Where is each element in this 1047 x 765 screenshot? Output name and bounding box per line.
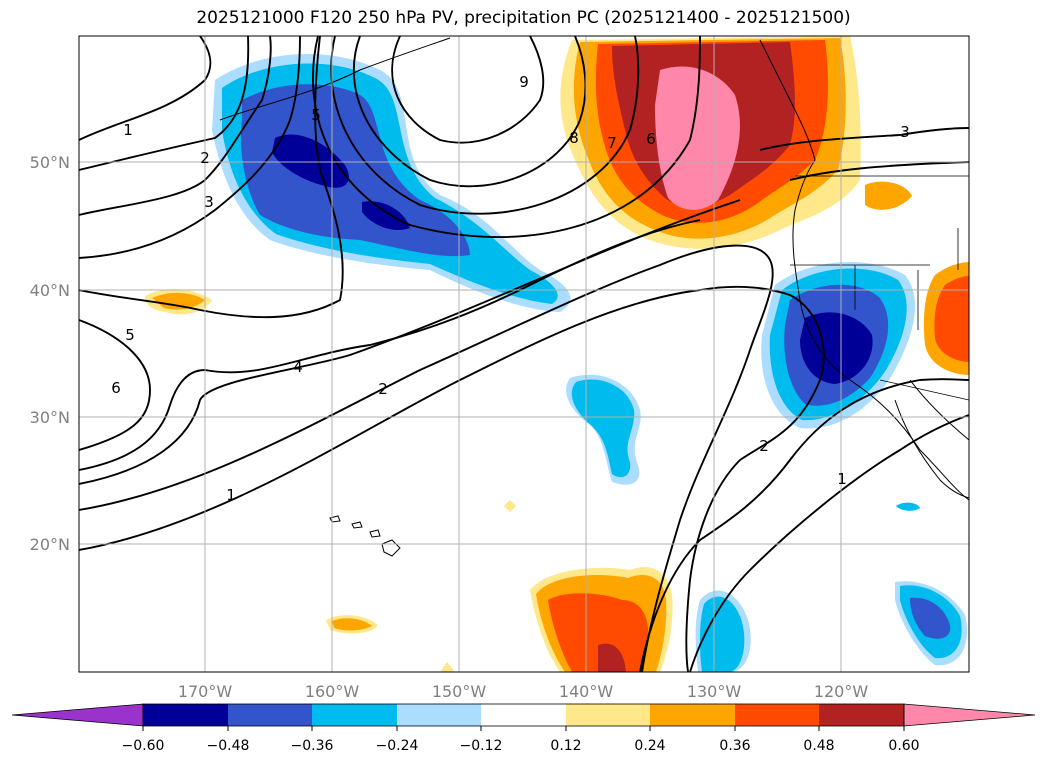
- lon-label-140w: 140°W: [559, 682, 614, 701]
- pv-contours: [79, 36, 969, 672]
- pv-contour-line-inner2: [79, 244, 774, 672]
- colorbar-label-10: 0.60: [888, 738, 919, 754]
- colorbar-extend-low: [11, 703, 144, 727]
- pv-contour-line-6: [79, 319, 151, 451]
- colorbar-segment-9: [819, 704, 904, 726]
- colorbar-label-8: 0.36: [719, 738, 750, 754]
- contour-label-1: 1: [123, 121, 133, 139]
- political-borders: [790, 175, 969, 401]
- neg-region-nw-core: [272, 134, 349, 188]
- pv-contour-line-south1: [689, 414, 969, 672]
- colorbar-segment-5: [481, 704, 566, 726]
- pv-contour-line-ridge9: [391, 36, 545, 144]
- neg-region-small: [896, 502, 920, 511]
- gridlines: [79, 36, 969, 672]
- pv-contour-line-north-e2: [789, 161, 969, 181]
- neg-region-se-inner: [910, 597, 951, 639]
- contour-label-6: 6: [111, 379, 121, 397]
- colorbar-segment-3: [312, 704, 397, 726]
- hawaii-kauai: [329, 515, 341, 523]
- precip-fills: [145, 36, 969, 672]
- contour-label-5: 5: [125, 326, 135, 344]
- hawaii-big-island: [381, 539, 401, 557]
- pv-contour-line-outer4: [79, 199, 741, 485]
- contour-label-5b: 5: [311, 106, 321, 124]
- pos-region-ne-l5: [655, 66, 740, 210]
- contour-label-3: 3: [204, 193, 214, 211]
- colorbar-segment-1: [143, 704, 228, 726]
- pos-region-west-small-core: [152, 292, 205, 310]
- colorbar-label-6: 0.12: [550, 738, 581, 754]
- pos-region-south-l3: [548, 593, 649, 672]
- contour-label-1b: 1: [226, 486, 236, 504]
- neg-region-south: [699, 596, 745, 672]
- colorbar-label-2: −0.48: [207, 738, 250, 754]
- colorbar: −0.60 −0.48 −0.36 −0.24 −0.12 0.12 0.24 …: [11, 703, 1036, 754]
- lat-label-20n: 20°N: [30, 535, 70, 554]
- pos-region-hawaii-small-core: [332, 618, 372, 631]
- chart-title: 2025121000 F120 250 hPa PV, precipitatio…: [196, 8, 851, 28]
- colorbar-segment-6: [566, 704, 650, 726]
- contour-label-2c: 2: [759, 437, 769, 455]
- contour-label-2: 2: [200, 149, 210, 167]
- contour-label-6b: 6: [646, 130, 656, 148]
- lon-label-130w: 130°W: [687, 682, 742, 701]
- colorbar-label-4: −0.24: [376, 738, 419, 754]
- contour-label-8: 8: [569, 129, 579, 147]
- pos-region-bottom-small: [440, 662, 455, 672]
- colorbar-label-3: −0.36: [291, 738, 334, 754]
- lon-label-120w: 120°W: [814, 682, 869, 701]
- lat-label-40n: 40°N: [30, 281, 70, 300]
- hawaii-oahu: [351, 521, 363, 529]
- pos-region-east-small: [865, 181, 912, 210]
- coast-baja: [894, 399, 969, 499]
- colorbar-label-7: 0.24: [634, 738, 665, 754]
- pos-region-south-core: [598, 643, 626, 672]
- neg-region-nw-inner: [240, 84, 470, 257]
- pos-region-dot: [504, 500, 516, 512]
- pv-contour-line-5: [79, 36, 344, 319]
- pv-contour-line-north-e: [759, 127, 969, 151]
- lat-label-50n: 50°N: [30, 153, 70, 172]
- contour-label-4: 4: [293, 358, 303, 376]
- contour-label-3b: 3: [900, 123, 910, 141]
- colorbar-segment-2: [228, 704, 312, 726]
- colorbar-label-1: −0.60: [122, 738, 165, 754]
- pv-contour-line-2: [79, 36, 250, 171]
- map-border: [78, 35, 970, 673]
- contour-label-7: 7: [607, 134, 617, 152]
- pv-contour-line-ridge7: [330, 36, 640, 215]
- pv-contour-line-4: [79, 36, 301, 259]
- hawaii-maui: [369, 529, 381, 538]
- colorbar-segment-7: [650, 704, 735, 726]
- colorbar-extend-high: [903, 703, 1036, 727]
- colorbar-segment-4: [397, 704, 481, 726]
- pv-contour-line-ridge8: [352, 36, 587, 188]
- contour-labels: 1 2 3 4 5 6 7 8 9 5 1 2 3 2 1 6: [111, 73, 910, 504]
- lon-label-170w: 170°W: [178, 682, 233, 701]
- colorbar-label-9: 0.48: [803, 738, 834, 754]
- contour-label-9: 9: [519, 73, 529, 91]
- coast-mexico-mainland: [909, 379, 969, 441]
- neg-region-coast-core: [800, 312, 873, 384]
- pv-contour-line-outer1: [79, 285, 825, 672]
- colorbar-frame: [142, 703, 905, 727]
- lon-label-150w: 150°W: [432, 682, 487, 701]
- pv-contour-line-ridge6: [312, 36, 701, 239]
- pv-contour-line-south2: [639, 378, 969, 672]
- pos-region-east: [934, 276, 969, 362]
- contour-label-1c: 1: [837, 470, 847, 488]
- us-mexico-border: [879, 379, 969, 401]
- lat-label-30n: 30°N: [30, 408, 70, 427]
- pv-contour-line-3: [79, 36, 272, 216]
- colorbar-label-5: −0.12: [460, 738, 503, 754]
- colorbar-segment-8: [735, 704, 819, 726]
- contour-label-2b: 2: [378, 380, 388, 398]
- neg-region-nw-core2: [362, 201, 410, 231]
- pv-contour-line-1: [79, 36, 212, 141]
- lon-label-160w: 160°W: [305, 682, 360, 701]
- neg-region-central: [571, 379, 635, 478]
